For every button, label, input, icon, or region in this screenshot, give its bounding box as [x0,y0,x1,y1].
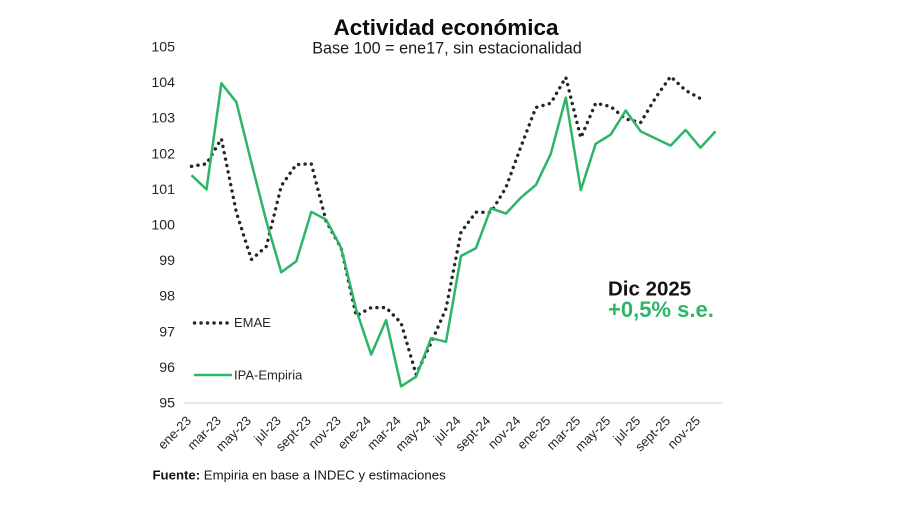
svg-text:Base 100 = ene17, sin estacion: Base 100 = ene17, sin estacionalidad [312,40,582,58]
svg-text:99: 99 [159,253,175,269]
svg-text:Actividad económica: Actividad económica [333,15,559,40]
svg-text:101: 101 [151,182,175,198]
svg-text:97: 97 [159,324,175,340]
svg-text:Fuente: Empiria en base a INDE: Fuente: Empiria en base a INDEC y estima… [153,468,447,483]
svg-text:103: 103 [151,111,175,127]
svg-text:96: 96 [159,360,175,376]
svg-text:104: 104 [151,75,175,91]
svg-text:95: 95 [159,396,175,412]
svg-text:EMAE: EMAE [234,315,271,330]
svg-text:Dic 2025: Dic 2025 [608,278,691,301]
svg-text:102: 102 [151,146,175,162]
svg-text:IPA-Empiria: IPA-Empiria [234,368,303,383]
svg-text:+0,5% s.e.: +0,5% s.e. [608,297,714,322]
svg-text:100: 100 [151,218,175,234]
svg-text:98: 98 [159,289,175,305]
svg-text:105: 105 [151,40,175,56]
